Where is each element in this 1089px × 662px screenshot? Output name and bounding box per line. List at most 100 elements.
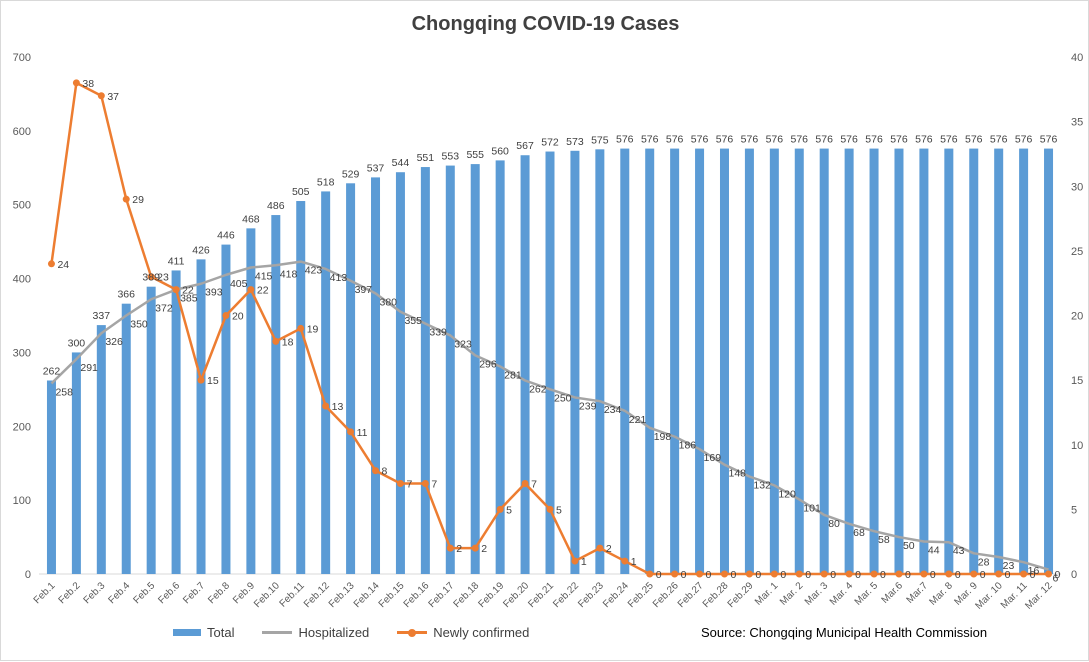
data-label-total: 537 (367, 162, 385, 174)
x-tick-label: Feb.22 (551, 580, 581, 610)
data-label-total: 389 (142, 272, 160, 284)
data-label-hospitalized: 372 (155, 302, 173, 314)
data-label-total: 576 (1015, 134, 1033, 146)
point-newly-confirmed (347, 428, 355, 436)
point-newly-confirmed (122, 195, 130, 203)
data-label-newly-confirmed: 19 (307, 323, 319, 335)
data-label-newly-confirmed: 1 (631, 556, 637, 568)
x-tick-label: Feb.19 (476, 580, 506, 610)
data-label-total: 337 (93, 310, 111, 322)
bar-total (919, 148, 929, 574)
data-label-total: 505 (292, 186, 310, 198)
data-label-total: 576 (890, 134, 908, 146)
bar-total (570, 150, 580, 574)
data-label-total: 576 (691, 134, 709, 146)
data-label-newly-confirmed: 0 (730, 569, 736, 581)
data-label-hospitalized: 405 (230, 278, 248, 290)
bar-total (794, 148, 804, 574)
data-label-newly-confirmed: 0 (656, 569, 662, 581)
data-label-hospitalized: 291 (80, 362, 98, 374)
data-label-hospitalized: 44 (928, 545, 940, 557)
x-tick-label: Mar. 10 (973, 580, 1005, 612)
data-label-hospitalized: 221 (629, 414, 647, 426)
data-label-total: 576 (641, 134, 659, 146)
data-label-total: 576 (865, 134, 883, 146)
x-tick-label: Feb.14 (352, 580, 382, 610)
point-newly-confirmed (446, 544, 454, 552)
point-newly-confirmed (147, 273, 155, 281)
data-label-hospitalized: 423 (305, 265, 323, 277)
data-label-total: 551 (417, 152, 435, 164)
data-label-total: 544 (392, 157, 410, 169)
data-label-newly-confirmed: 0 (1055, 569, 1061, 581)
data-label-total: 529 (342, 168, 360, 180)
data-label-hospitalized: 43 (953, 545, 965, 557)
data-label-newly-confirmed: 2 (456, 543, 462, 555)
x-tick-label: Mar. 12 (1023, 580, 1055, 612)
bar-total (46, 380, 56, 574)
point-newly-confirmed (421, 480, 429, 488)
data-label-hospitalized: 50 (903, 540, 915, 552)
data-label-total: 576 (990, 134, 1008, 146)
data-label-newly-confirmed: 7 (531, 479, 537, 491)
data-label-newly-confirmed: 37 (107, 91, 119, 103)
point-newly-confirmed (172, 286, 180, 294)
data-label-total: 518 (317, 176, 335, 188)
bar-total (719, 148, 729, 574)
point-newly-confirmed (920, 570, 928, 578)
legend-label-hospitalized: Hospitalized (298, 625, 370, 640)
y-right-tick-label: 5 (1071, 504, 1077, 516)
point-newly-confirmed (646, 570, 654, 578)
x-tick-label: Mar. 2 (778, 580, 806, 608)
data-label-hospitalized: 262 (529, 383, 547, 395)
data-label-total: 576 (1040, 134, 1058, 146)
point-newly-confirmed (372, 467, 380, 475)
bar-total (595, 149, 605, 575)
legend-item-hospitalized: Hospitalized (262, 625, 369, 640)
point-newly-confirmed (995, 570, 1003, 578)
point-newly-confirmed (247, 286, 255, 294)
data-label-newly-confirmed: 22 (257, 285, 269, 297)
bar-total (395, 172, 405, 574)
data-label-total: 573 (566, 136, 584, 148)
data-label-total: 576 (915, 134, 933, 146)
point-newly-confirmed (571, 557, 579, 565)
x-tick-label: Mar. 8 (928, 580, 956, 608)
data-label-newly-confirmed: 11 (357, 427, 368, 439)
x-tick-label: Feb.29 (726, 580, 756, 610)
y-right-tick-label: 0 (1071, 569, 1077, 581)
bar-total (271, 215, 281, 574)
data-label-total: 575 (591, 134, 609, 146)
point-newly-confirmed (72, 79, 80, 87)
data-label-newly-confirmed: 1 (581, 556, 587, 568)
bar-total (545, 151, 555, 574)
data-label-hospitalized: 120 (778, 488, 796, 500)
bar-total (71, 352, 81, 574)
data-label-hospitalized: 393 (205, 287, 223, 299)
bar-total (321, 191, 331, 575)
data-label-newly-confirmed: 5 (506, 504, 512, 516)
point-newly-confirmed (546, 505, 554, 513)
point-newly-confirmed (596, 544, 604, 552)
data-label-hospitalized: 355 (404, 315, 422, 327)
point-newly-confirmed (322, 402, 330, 410)
x-tick-label: Mar.7 (905, 580, 931, 606)
data-label-total: 366 (117, 289, 135, 301)
point-newly-confirmed (696, 570, 704, 578)
point-newly-confirmed (820, 570, 828, 578)
point-newly-confirmed (870, 570, 878, 578)
data-label-hospitalized: 148 (728, 468, 746, 480)
x-tick-label: Feb.26 (651, 580, 681, 610)
point-newly-confirmed (845, 570, 853, 578)
data-label-hospitalized: 101 (803, 502, 821, 514)
data-label-hospitalized: 169 (704, 452, 722, 464)
data-label-newly-confirmed: 38 (82, 78, 94, 90)
x-tick-label: Mar. 4 (828, 580, 856, 608)
data-label-newly-confirmed: 0 (855, 569, 861, 581)
x-tick-label: Feb.12 (302, 580, 332, 610)
bar-total (346, 183, 356, 574)
legend-swatch-hospitalized (262, 631, 293, 634)
data-label-newly-confirmed: 0 (681, 569, 687, 581)
x-tick-label: Feb.1 (32, 580, 58, 606)
